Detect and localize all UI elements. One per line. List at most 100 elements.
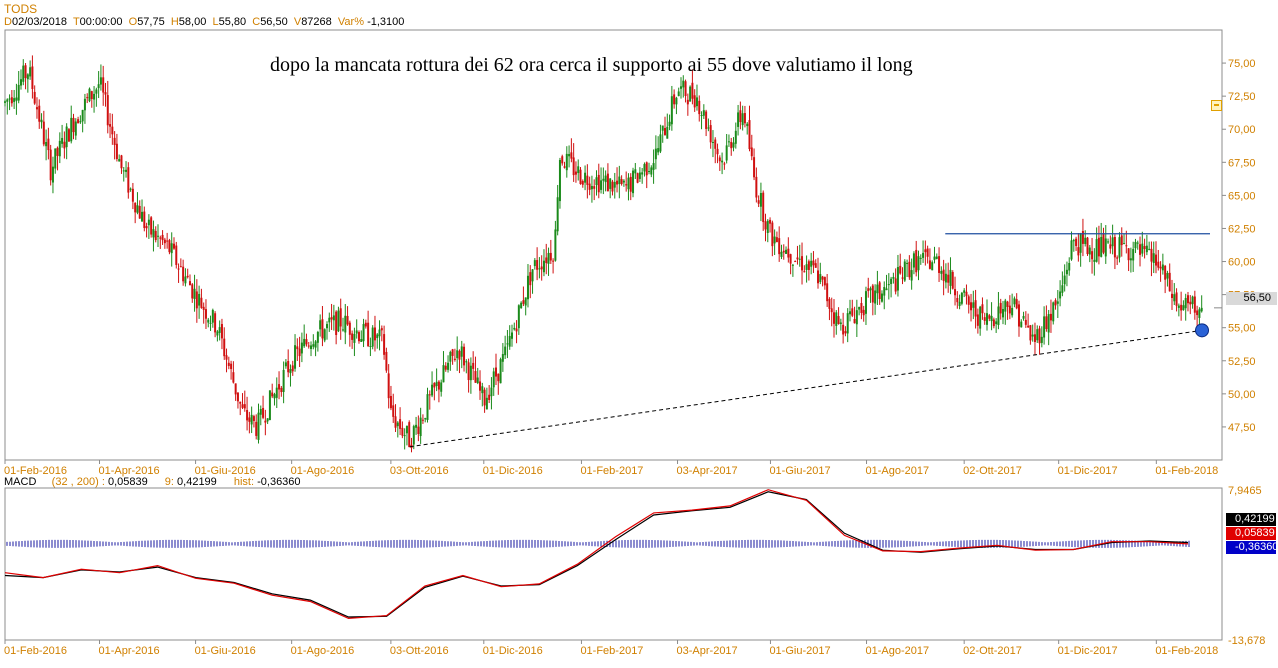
candle-down [175, 245, 178, 265]
candle-down [433, 383, 436, 388]
candle-down [851, 308, 854, 316]
candle-down [1175, 292, 1178, 306]
candle-down [278, 384, 281, 390]
candle-up [919, 257, 922, 259]
candle-up [88, 88, 91, 102]
candle-up [1191, 296, 1194, 305]
candle-up [524, 297, 527, 306]
candle-up [19, 79, 22, 86]
candle-up [1059, 291, 1062, 299]
candle-down [844, 331, 847, 334]
candle-down [49, 149, 52, 181]
candle-down [636, 173, 639, 183]
candle-up [513, 327, 516, 330]
candle-up [839, 322, 842, 324]
candle-up [711, 141, 714, 143]
candle-down [291, 365, 294, 372]
candle-up [456, 350, 459, 359]
candle-up [627, 177, 630, 190]
candle-up [670, 96, 673, 125]
candle-down [743, 113, 746, 124]
candle-down [771, 222, 774, 247]
candle-down [246, 409, 249, 421]
x-tick-label: 01-Giu-2017 [769, 465, 830, 477]
candle-down [1081, 231, 1084, 244]
candle-up [1031, 334, 1034, 337]
candle-down [570, 152, 573, 159]
candle-down [878, 282, 881, 300]
candle-down [106, 95, 109, 126]
candle-up [1088, 247, 1091, 255]
candle-up [542, 260, 545, 273]
candle-up [266, 418, 269, 422]
candle-up [650, 167, 653, 175]
candle-down [421, 419, 424, 421]
candle-down [154, 230, 157, 241]
candle-down [947, 274, 950, 283]
candle-up [1173, 294, 1176, 302]
candle-up [1111, 237, 1114, 247]
macd-pane [4, 487, 1223, 641]
candle-up [323, 329, 326, 341]
candle-up [1141, 243, 1144, 254]
candle-down [200, 297, 203, 308]
macd-value: 0,05839 [107, 476, 148, 488]
signal-value: 0,42199 [177, 476, 217, 488]
candle-up [910, 270, 913, 281]
y-tick-label: -13,678 [1228, 635, 1265, 647]
candle-up [963, 290, 966, 293]
candle-down [833, 312, 836, 324]
candle-up [648, 171, 651, 173]
candle-down [821, 276, 824, 280]
candle-down [131, 188, 134, 202]
candle-down [981, 304, 984, 314]
candle-up [58, 140, 61, 157]
candle-down [956, 298, 959, 303]
candle-up [45, 142, 48, 147]
candle-up [70, 117, 73, 142]
candle-up [355, 330, 358, 334]
x-tick-label: 01-Ago-2016 [291, 645, 355, 657]
candle-up [316, 331, 319, 343]
candle-up [6, 99, 9, 102]
candle-up [136, 205, 139, 213]
candle-down [191, 284, 194, 299]
candle-up [766, 220, 769, 233]
candle-up [654, 148, 657, 160]
candle-down [1193, 296, 1196, 313]
candle-down [611, 181, 614, 192]
candle-up [695, 97, 698, 107]
candle-down [1116, 257, 1119, 259]
x-tick-label: 03-Apr-2017 [677, 645, 738, 657]
candle-up [328, 317, 331, 323]
x-tick-label: 01-Feb-2018 [1155, 645, 1218, 657]
candle-down [230, 363, 233, 370]
candle-up [118, 159, 121, 162]
candle-down [35, 107, 38, 110]
candle-up [371, 327, 374, 347]
candle-up [40, 119, 43, 123]
candle-up [1136, 242, 1139, 244]
candle-down [495, 367, 498, 377]
candle-up [508, 335, 511, 347]
candle-up [501, 354, 504, 362]
candle-up [337, 310, 340, 332]
candle-down [10, 97, 13, 104]
candle-up [732, 142, 735, 148]
candle-down [348, 322, 351, 335]
candle-up [275, 387, 278, 398]
candle-up [51, 166, 54, 183]
candle-down [394, 416, 397, 428]
candle-down [782, 250, 785, 253]
candle-down [709, 125, 712, 143]
candle-down [1097, 237, 1100, 257]
candle-down [220, 324, 223, 339]
candle-down [942, 269, 945, 281]
candle-up [282, 369, 285, 392]
candle-down [145, 226, 148, 229]
candle-down [536, 260, 539, 270]
expand-icon[interactable] [1211, 100, 1222, 111]
candle-up [609, 178, 612, 189]
candle-up [741, 113, 744, 126]
